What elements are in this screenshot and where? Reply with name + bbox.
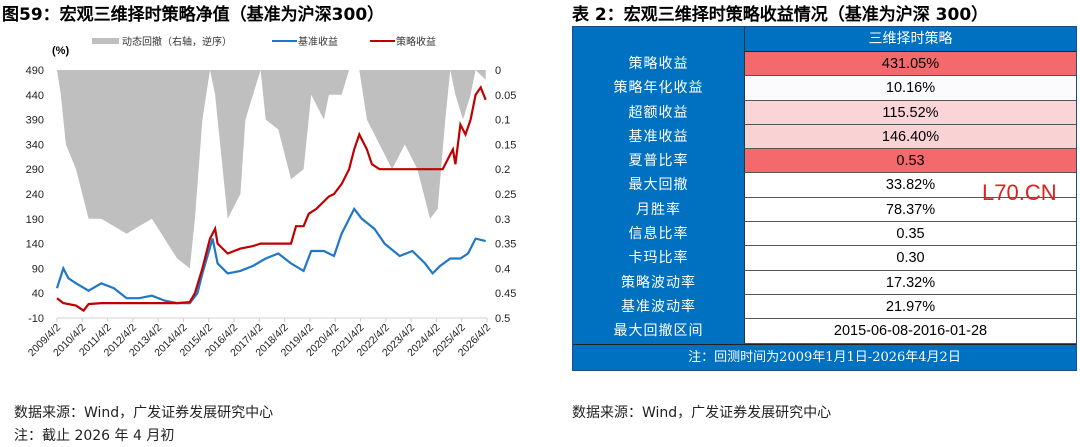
table-source: 数据来源：Wind，广发证券发展研究中心 [572, 405, 832, 421]
drawdown-area [57, 70, 486, 269]
y2-tick-label: 0.5 [495, 313, 510, 325]
table-row: 最大回撤区间 2015-06-08-2016-01-28 [573, 319, 1076, 344]
y-tick-label: 40 [32, 288, 44, 300]
strategy-nav-chart: 490 440 390 340 290 240 190 140 90 40 -10 0 0.05 0.1 0… [26, 35, 517, 359]
y2-tick-label: 0.3 [495, 214, 510, 226]
row-label: 最大回撤 [628, 177, 689, 194]
y-tick-label: -10 [28, 313, 44, 325]
column-header: 三维择时策略 [744, 27, 1076, 52]
y2-tick-label: 0.45 [495, 288, 516, 300]
performance-table: 三维择时策略 策略收益 431.05% 策略年化收益 10.16% 超额收益 115.52… [572, 26, 1077, 371]
row-label: 策略年化收益 [613, 80, 704, 97]
benchmark-line [55, 206, 486, 305]
row-label: 卡玛比率 [628, 250, 689, 267]
table-row: 策略波动率 17.32% [573, 270, 1076, 295]
strategy-line [56, 85, 487, 313]
table-footnote: 注：回测时间为2009年1月1日-2026年4月2日 [573, 343, 1076, 370]
table-row: 信息比率 0.35 [573, 222, 1076, 247]
row-value: 10.16% [744, 76, 1076, 101]
row-label: 基准收益 [628, 128, 689, 145]
table-row: 夏普比率 0.53 [573, 149, 1076, 174]
chart-title: 图59：宏观三维择时策略净值（基准为沪深300） [2, 5, 385, 25]
y-unit-label: (%) [52, 45, 69, 57]
y2-tick-label: 0.1 [495, 115, 510, 127]
legend-drawdown-label: 动态回撤（右轴，逆序） [122, 35, 232, 48]
y-tick-label: 390 [26, 115, 44, 127]
row-value: 78.37% [744, 197, 1076, 223]
chart-source: 数据来源：Wind，广发证券发展研究中心 [14, 405, 274, 421]
y-tick-label: 90 [32, 263, 44, 275]
table-title: 表 2：宏观三维择时策略收益情况（基准为沪深 300） [572, 5, 989, 25]
y-tick-label: 290 [26, 164, 44, 176]
y-tick-label: 490 [26, 65, 44, 77]
y-tick-label: 240 [26, 189, 44, 201]
legend-drawdown-swatch [92, 38, 119, 44]
table-header: 三维择时策略 [573, 27, 1076, 52]
table-row: 基准收益 146.40% [573, 124, 1076, 150]
row-label: 夏普比率 [628, 153, 689, 170]
y-tick-label: 140 [26, 239, 44, 251]
row-label: 基准波动率 [621, 298, 696, 315]
row-label: 策略收益 [628, 56, 689, 72]
legend-strategy-label: 策略收益 [396, 35, 436, 48]
row-label: 超额收益 [628, 104, 689, 121]
row-value: 0.35 [744, 222, 1076, 247]
watermark: L70.CN [982, 180, 1057, 205]
y2-tick-label: 0.05 [495, 90, 516, 102]
row-label: 最大回撤区间 [613, 323, 704, 340]
table-row: 月胜率 78.37% [573, 197, 1076, 223]
row-value: 2015-06-08-2016-01-28 [744, 319, 1076, 344]
y-tick-label: 440 [26, 90, 44, 102]
y-tick-label: 340 [26, 139, 44, 151]
row-value: 0.53 [744, 149, 1076, 174]
y2-tick-label: 0.35 [495, 239, 516, 251]
y2-tick-label: 0.4 [495, 263, 510, 275]
row-value: 17.32% [744, 270, 1076, 295]
row-value: 146.40% [744, 124, 1076, 150]
chart-note: 注：截止 2026 年 4 月初 [14, 428, 175, 444]
table-row: 超额收益 115.52% [573, 100, 1076, 125]
table-row: 策略收益 431.05% [573, 52, 1076, 77]
row-label: 信息比率 [628, 226, 689, 243]
table-row: 最大回撤 33.82% [573, 173, 1076, 198]
table-row: 策略年化收益 10.16% [573, 76, 1076, 101]
row-value: 115.52% [744, 100, 1076, 125]
row-value: 431.05% [744, 52, 1076, 77]
legend-benchmark-label: 基准收益 [298, 35, 338, 48]
table-row: 卡玛比率 0.30 [573, 246, 1076, 271]
y2-tick-label: 0.25 [495, 189, 516, 201]
row-value: 0.30 [744, 246, 1076, 271]
y2-tick-label: 0.2 [495, 164, 510, 176]
y2-tick-label: 0 [495, 65, 501, 77]
row-value: 21.97% [744, 294, 1076, 320]
row-label: 月胜率 [636, 201, 681, 218]
table-row: 基准波动率 21.97% [573, 294, 1076, 320]
row-label: 策略波动率 [621, 274, 696, 291]
y2-tick-label: 0.15 [495, 139, 516, 151]
row-value: 33.82% [744, 173, 1076, 198]
y-tick-label: 190 [26, 214, 44, 226]
